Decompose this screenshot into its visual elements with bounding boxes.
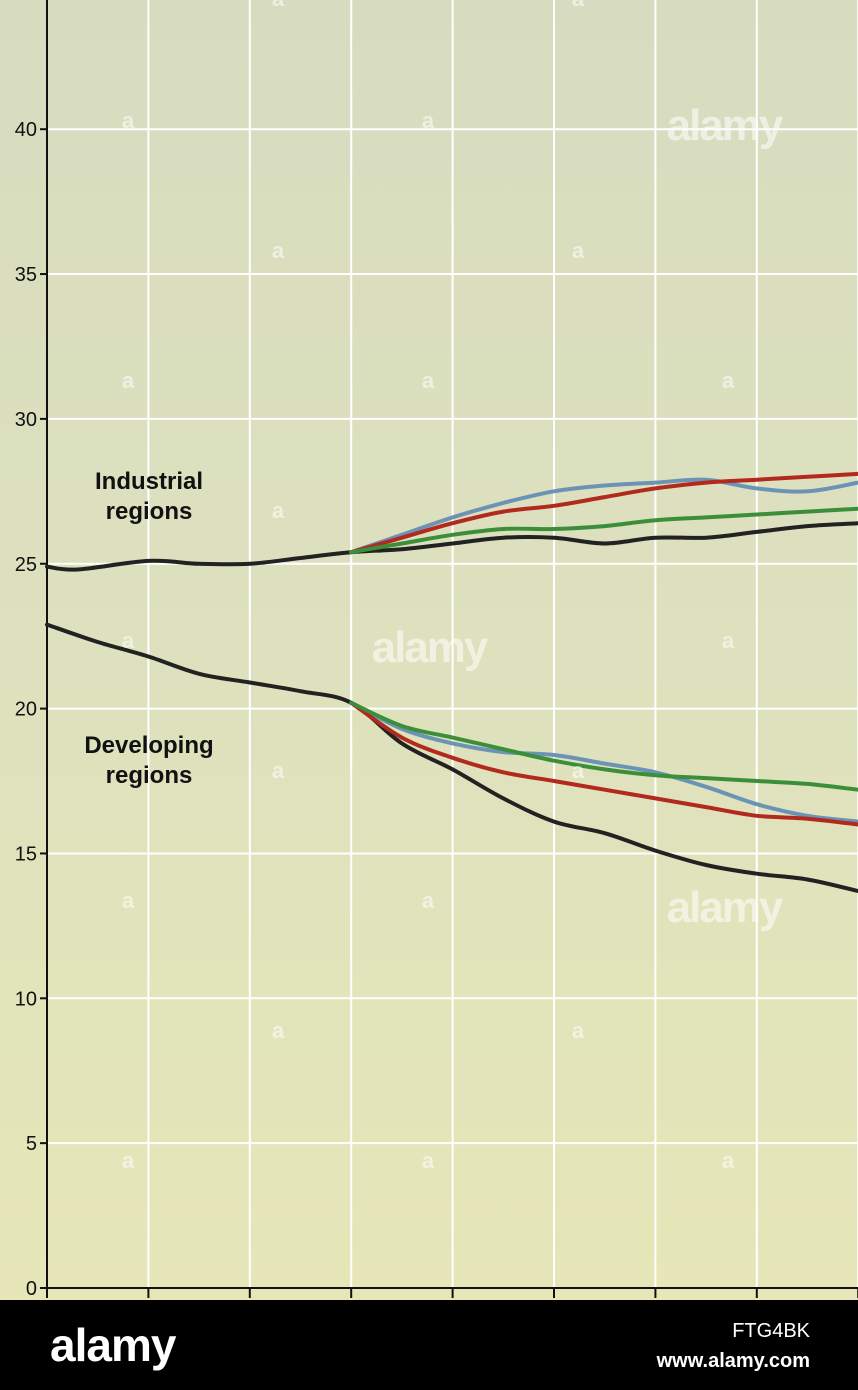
region-annotations: Industrial regions Developing regions [84,468,213,789]
region-label-line: Developing [84,732,213,759]
watermark-brand: alamy [372,623,489,672]
watermark-mark: a [272,238,285,263]
region-label: Developing regions [84,732,213,789]
watermark-mark: a [572,758,585,783]
watermark-mark: a [572,1018,585,1043]
watermark-mark: a [422,368,435,393]
watermark-brand: alamy [667,883,784,932]
series-line-industrial [349,506,858,555]
series-line-developing [45,622,858,894]
watermark-mark: a [422,108,435,133]
y-tick-label: 35 [15,264,37,286]
watermark-mark: a [122,1148,135,1173]
y-tick-label: 0 [26,1278,37,1300]
watermark-mark: a [722,368,735,393]
footer-image-id: FTG4BK [732,1320,810,1342]
watermark-mark: a [722,1148,735,1173]
series-line-developing [349,700,858,792]
y-tick-label: 30 [15,409,37,431]
watermark-mark: a [422,1148,435,1173]
y-tick-label: 10 [15,988,37,1010]
series-line-industrial [349,471,858,555]
watermark-mark: a [572,0,585,11]
watermark-mark: a [722,628,735,653]
watermark-mark: a [122,368,135,393]
y-tick-label: 5 [26,1133,37,1155]
y-axis-ticks: 0 5 10 15 20 25 30 35 40 [15,119,47,1300]
watermark-mark: a [272,0,285,11]
watermark-mark: a [122,888,135,913]
footer-logo: alamy [50,1319,176,1371]
region-label-line: Industrial [95,468,203,495]
series-lines [45,471,858,894]
y-tick-label: 15 [15,843,37,865]
y-tick-label: 25 [15,554,37,576]
region-label: Industrial regions [95,468,203,525]
axes [46,0,858,1298]
watermark-mark: a [272,758,285,783]
chart-area: 0 5 10 15 20 25 30 35 40 Industrial regions Develo… [0,0,858,1300]
series-line-developing [349,700,858,827]
watermark-brand: alamy [667,101,784,150]
region-label-line: regions [106,498,193,525]
watermark-mark: a [122,108,135,133]
series-line-industrial [349,477,858,555]
watermark-mark: a [122,628,135,653]
footer-url: www.alamy.com [656,1350,810,1372]
footer-bar: alamy FTG4BK www.alamy.com [0,1300,858,1390]
watermark-mark: a [272,1018,285,1043]
watermark-overlay: a a a a a a a a a a a a a a a a a a a a a alamy alamy alamy [122,0,786,1173]
watermark-mark: a [422,888,435,913]
series-line-industrial [45,521,858,572]
watermark-mark: a [572,238,585,263]
watermark-mark: a [272,498,285,523]
y-tick-label: 20 [15,699,37,721]
series-line-developing [349,700,858,824]
y-tick-label: 40 [15,119,37,141]
region-label-line: regions [106,762,193,789]
